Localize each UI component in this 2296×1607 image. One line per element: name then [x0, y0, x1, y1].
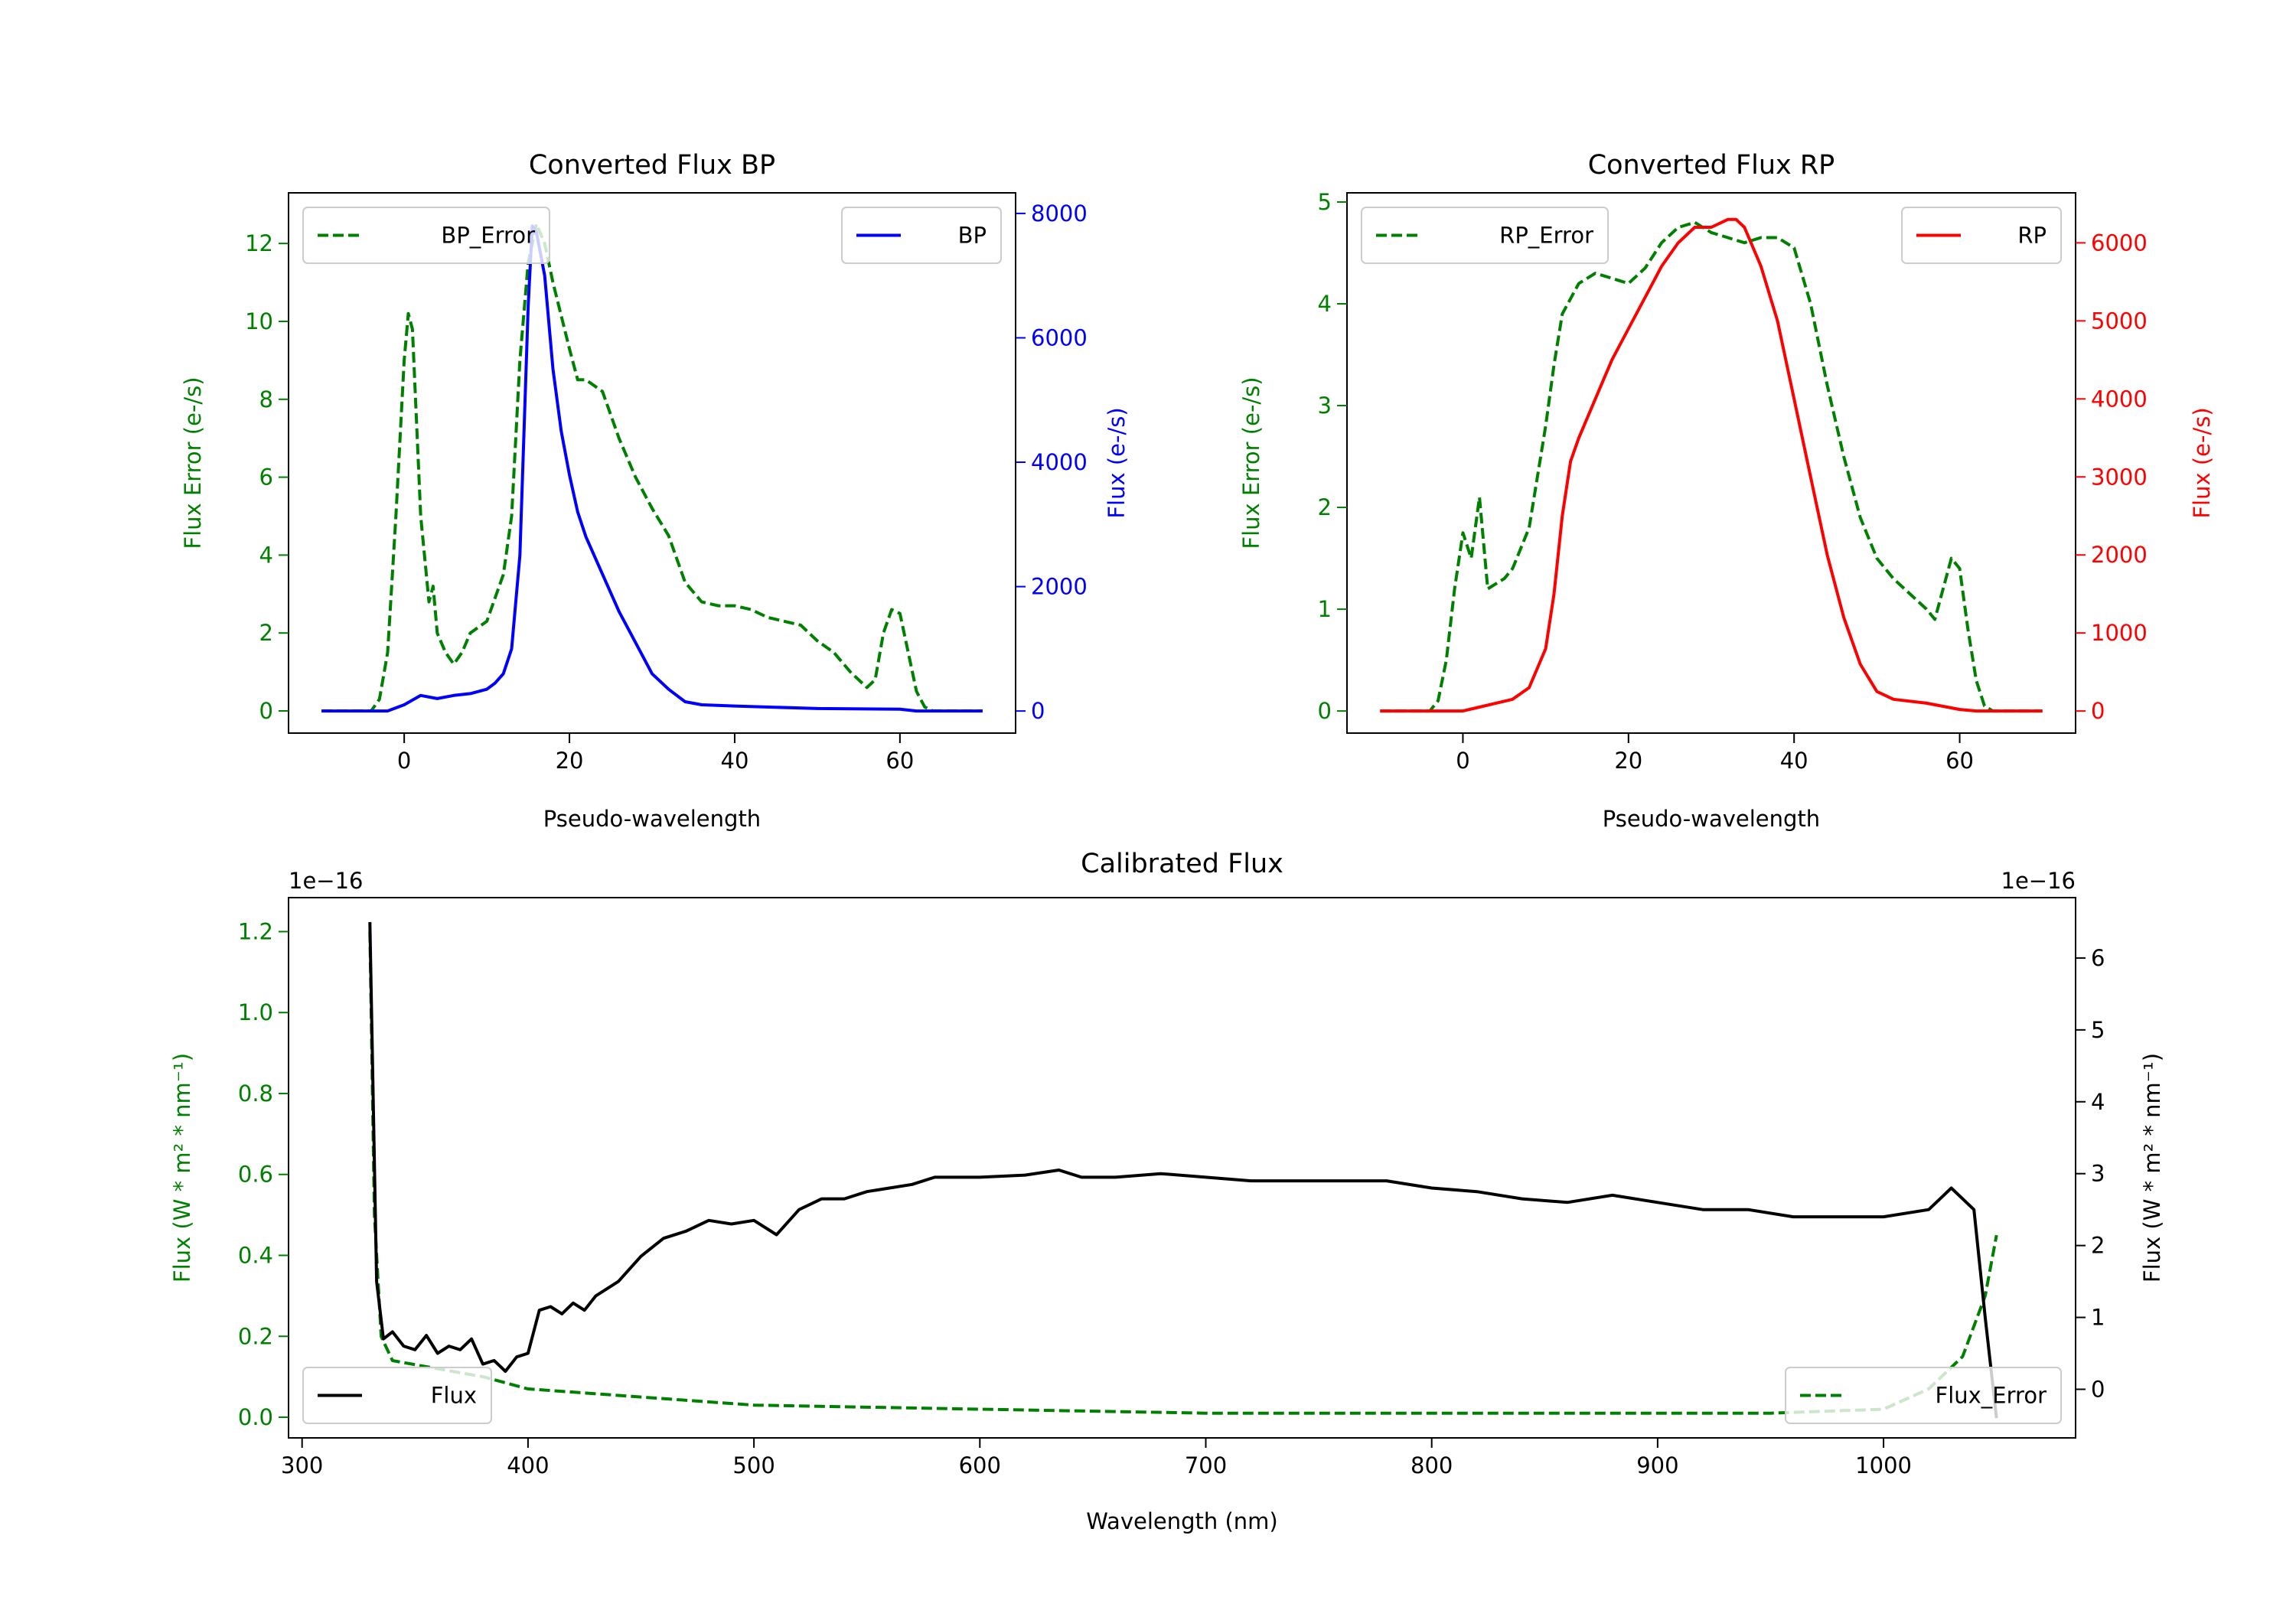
chart-title: Converted Flux BP [529, 150, 775, 181]
legend-right: BP [841, 207, 1002, 264]
legend-right: RP [1901, 207, 2062, 264]
legend-label: BP [958, 223, 987, 249]
x-tick-label: 900 [1636, 1452, 1678, 1478]
x-tick-label: 20 [556, 748, 584, 774]
y-left-tick-label: 8 [259, 386, 273, 412]
x-tick-label: 1000 [1855, 1452, 1912, 1478]
y-left-axis-label: Flux Error (e-/s) [180, 376, 206, 549]
y-right-tick-label: 1 [2091, 1305, 2105, 1331]
y-right-tick-label: 2 [2091, 1233, 2105, 1259]
y-right-tick-label: 2000 [1031, 574, 1088, 600]
y-right-tick-label: 0 [2091, 1377, 2105, 1403]
x-tick-label: 0 [1456, 748, 1469, 774]
legend-left: BP_Error [302, 207, 550, 264]
y-right-tick-label: 8000 [1031, 200, 1088, 227]
y-right-offset-text: 1e−16 [2001, 868, 2076, 894]
x-tick-label: 600 [959, 1452, 1001, 1478]
x-tick-label: 700 [1185, 1452, 1227, 1478]
calibrated-flux-chart: 300 400 500 600 700 800 900 1000 0.0 0.2 0.4 0.6 0.8… [169, 849, 2165, 1534]
y-right-tick-label: 4 [2091, 1089, 2105, 1115]
y-left-tick-label: 1.0 [238, 999, 273, 1025]
y-left-tick-label: 0 [1318, 698, 1332, 724]
x-tick-label: 300 [281, 1452, 323, 1478]
y-right-tick-label: 0 [2091, 698, 2105, 724]
x-tick-label: 40 [721, 748, 749, 774]
legend-left: RP_Error [1361, 207, 1609, 264]
legend-box [1785, 1367, 2062, 1424]
y-right-tick-label: 3000 [2091, 464, 2148, 490]
y-left-tick-label: 4 [1318, 291, 1332, 317]
y-left-tick-label: 0.0 [238, 1404, 273, 1430]
y-left-tick-label: 4 [259, 542, 273, 568]
legend-label: RP_Error [1499, 223, 1593, 249]
y-left-tick-label: 1 [1318, 596, 1332, 622]
chart-title: Calibrated Flux [1081, 849, 1283, 879]
y-left-tick-label: 3 [1318, 393, 1332, 419]
legend-box [841, 207, 1002, 264]
y-right-tick-label: 6 [2091, 945, 2105, 971]
y-right-tick-label: 1000 [2091, 620, 2148, 646]
x-tick-label: 20 [1614, 748, 1642, 774]
legend-box [1361, 207, 1609, 264]
y-left-tick-label: 0.8 [238, 1081, 273, 1107]
series-line-bp [321, 224, 983, 713]
x-axis-label: Wavelength (nm) [1086, 1508, 1278, 1534]
legend-label: Flux [431, 1383, 477, 1409]
chart-title: Converted Flux RP [1588, 150, 1835, 181]
axes-frame [1346, 192, 2076, 734]
y-left-tick-label: 2 [259, 620, 273, 646]
y-right-axis-label: Flux (e-/s) [2189, 407, 2215, 518]
x-tick-label: 800 [1411, 1452, 1453, 1478]
y-right-tick-label: 5000 [2091, 308, 2148, 334]
legend-box [1901, 207, 2062, 264]
y-left-axis-label: Flux Error (e-/s) [1238, 376, 1264, 549]
y-right-axis-label: Flux (e-/s) [1104, 407, 1130, 518]
y-right-tick-label: 3 [2091, 1161, 2105, 1187]
series-line-rp [1380, 217, 2043, 713]
x-tick-label: 0 [397, 748, 411, 774]
series-line-bp-error [321, 222, 983, 712]
y-left-tick-label: 5 [1318, 189, 1332, 215]
axes-frame [288, 897, 2076, 1439]
rp-flux-chart: 0 20 40 60 0 1 2 3 4 5 0 1000 2000 3000 4000 5000 6000 Co… [1238, 150, 2215, 832]
legend-box [302, 207, 550, 264]
y-right-tick-label: 0 [1031, 698, 1045, 724]
y-right-tick-label: 2000 [2091, 542, 2148, 568]
x-tick-label: 40 [1780, 748, 1808, 774]
x-tick-label: 500 [732, 1452, 775, 1478]
y-right-tick-label: 4000 [2091, 386, 2148, 412]
legend-label: BP_Error [441, 223, 535, 249]
series-line-flux [368, 921, 1998, 1419]
y-left-tick-label: 0.4 [238, 1242, 273, 1268]
y-right-tick-label: 4000 [1031, 449, 1088, 475]
y-right-tick-label: 6000 [2091, 230, 2148, 256]
x-tick-label: 60 [885, 748, 914, 774]
y-left-tick-label: 6 [259, 464, 273, 491]
y-left-axis-label: Flux (W * m² * nm⁻¹) [169, 1053, 195, 1283]
y-right-tick-label: 6000 [1031, 324, 1088, 350]
y-left-tick-label: 0.6 [238, 1162, 273, 1188]
y-left-tick-label: 0.2 [238, 1323, 273, 1349]
legend-box [302, 1367, 492, 1424]
y-left-tick-label: 10 [245, 308, 273, 334]
series-line-rp-error [1380, 220, 2043, 713]
y-left-tick-label: 0 [259, 698, 273, 724]
legend-right: Flux_Error [1785, 1367, 2062, 1424]
x-axis-label: Pseudo-wavelength [543, 806, 761, 832]
x-tick-label: 400 [507, 1452, 549, 1478]
y-left-offset-text: 1e−16 [289, 868, 364, 894]
y-right-axis-label: Flux (W * m² * nm⁻¹) [2139, 1053, 2165, 1283]
y-left-tick-label: 1.2 [238, 918, 273, 944]
y-left-tick-label: 2 [1318, 494, 1332, 520]
legend-label: RP [2017, 223, 2047, 249]
y-right-tick-label: 5 [2091, 1017, 2105, 1043]
legend-left: Flux [302, 1367, 492, 1424]
x-axis-label: Pseudo-wavelength [1603, 806, 1820, 832]
x-tick-label: 60 [1945, 748, 1974, 774]
bp-flux-chart: 0 20 40 60 0 2 4 6 8 10 12 0 2000 4000 6000 8000 Convert… [180, 150, 1130, 832]
legend-label: Flux_Error [1936, 1383, 2047, 1409]
y-left-tick-label: 12 [245, 230, 273, 256]
